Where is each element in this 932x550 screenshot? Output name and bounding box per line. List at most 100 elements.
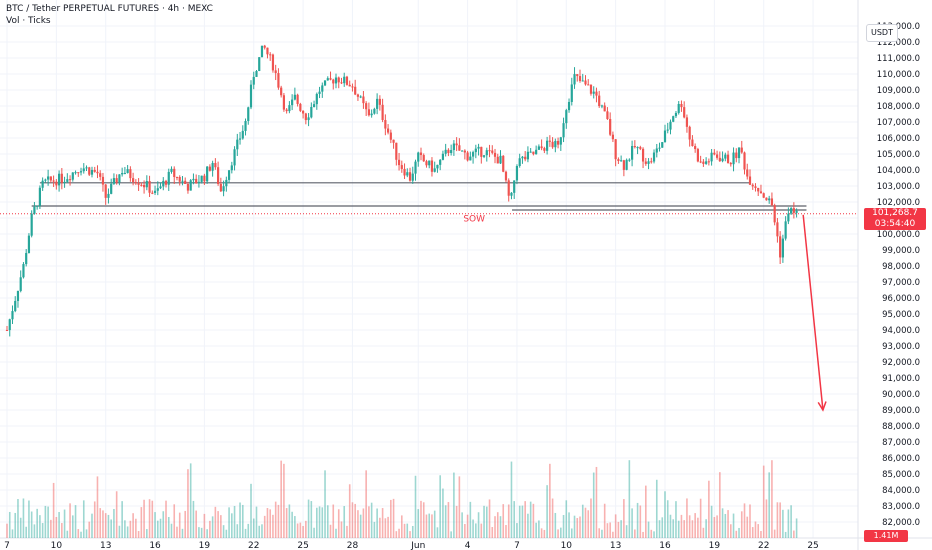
volume-bar (387, 516, 389, 538)
volume-bar (252, 518, 255, 538)
candle-body (63, 181, 66, 183)
candle-body (617, 159, 620, 161)
price-tick-label: 83,000.0 (882, 502, 920, 512)
volume-bar (738, 527, 740, 538)
volume-bar (680, 514, 683, 538)
candle-body (266, 47, 269, 55)
volume-value-badge: 1.41M (864, 530, 908, 542)
candle-body (477, 146, 480, 149)
volume-bar (200, 527, 203, 538)
volume-bar (187, 469, 189, 538)
volume-bar (178, 512, 181, 538)
candle-body (559, 137, 562, 145)
candle-body (710, 152, 713, 162)
price-tick-label: 95,000.0 (882, 310, 920, 320)
volume-bar (28, 500, 30, 538)
volume-indicator-label[interactable]: Vol · Ticks (6, 16, 51, 26)
volume-bar (318, 506, 321, 538)
candle-body (589, 84, 593, 94)
candle-body (444, 149, 447, 154)
projection-arrow (802, 214, 824, 411)
candle-body (337, 77, 340, 83)
candle-body (217, 167, 220, 184)
candle-body (702, 161, 705, 164)
candle-body (236, 139, 239, 150)
price-tick-label: 111,000.0 (877, 54, 920, 64)
volume-bar (576, 518, 579, 538)
volume-bar (642, 531, 644, 538)
candle-body (370, 113, 373, 116)
candle-body (71, 172, 74, 180)
volume-bar (710, 505, 713, 538)
candle-body (25, 252, 28, 265)
candle-body (27, 235, 31, 253)
candle-body (66, 179, 69, 182)
volume-bar (113, 508, 115, 538)
candle-body (751, 184, 754, 187)
candle-body (137, 183, 140, 185)
volume-bar (93, 501, 96, 538)
symbol-title[interactable]: BTC / Tether PERPETUAL FUTURES · 4h · ME… (6, 4, 213, 14)
candle-body (302, 110, 305, 114)
volume-bar (768, 472, 770, 538)
price-axis: 113,000.0 112,000.0 111,000.0 110,000.0 109,… (877, 22, 920, 528)
volume-bar (757, 524, 760, 538)
candle-body (392, 139, 395, 143)
candle-body (315, 93, 318, 105)
volume-bar (773, 529, 776, 538)
volume-bar (771, 460, 773, 538)
candle-body (203, 175, 206, 182)
volume-bar (708, 480, 710, 538)
candle-body (414, 161, 417, 174)
volume-bar (206, 529, 208, 538)
volume-bar (33, 524, 36, 538)
volume-bar (321, 507, 324, 538)
volume-bar (639, 505, 642, 538)
candle-body (524, 156, 527, 160)
candle-body (82, 168, 85, 172)
price-tick-label: 103,000.0 (877, 182, 920, 192)
candle-body (732, 152, 735, 165)
volume-bar (96, 476, 99, 538)
volume-bar (779, 502, 781, 538)
volume-bar (176, 526, 178, 538)
volume-bar (406, 523, 409, 538)
price-tick-label: 82,000.0 (882, 518, 920, 528)
volume-bar (568, 512, 570, 538)
candle-body (227, 170, 231, 180)
volume-bar (527, 513, 529, 538)
volume-bar (677, 520, 680, 538)
volume-bar (236, 524, 239, 538)
volume-bar (603, 503, 606, 538)
volume-bar (47, 506, 49, 538)
volume-bar (211, 516, 214, 538)
volume-bar (694, 513, 696, 538)
price-tick-label: 91,000.0 (882, 374, 920, 384)
candle-body (345, 76, 349, 85)
candle-body (33, 206, 36, 214)
candle-body (685, 117, 689, 127)
candle-body (529, 151, 532, 153)
candle-body (271, 54, 275, 71)
candle-body (677, 103, 680, 113)
volume-bar (587, 510, 590, 538)
candle-body (19, 277, 22, 291)
currency-unit-button[interactable]: USDT (866, 24, 898, 42)
candle-body (175, 176, 179, 178)
volume-bar (269, 509, 271, 538)
candle-body (354, 86, 357, 95)
volume-bar (244, 528, 247, 538)
price-tick-label: 97,000.0 (882, 278, 920, 288)
candle-body (696, 149, 699, 162)
candle-body (485, 150, 488, 156)
candle-body (285, 109, 288, 112)
volume-bar (285, 508, 288, 538)
volume-bar (225, 529, 228, 538)
candle-body (428, 160, 431, 166)
volume-bar (115, 491, 118, 538)
volume-bar (316, 507, 318, 538)
volume-bar (126, 526, 129, 538)
volume-bar (77, 529, 80, 538)
